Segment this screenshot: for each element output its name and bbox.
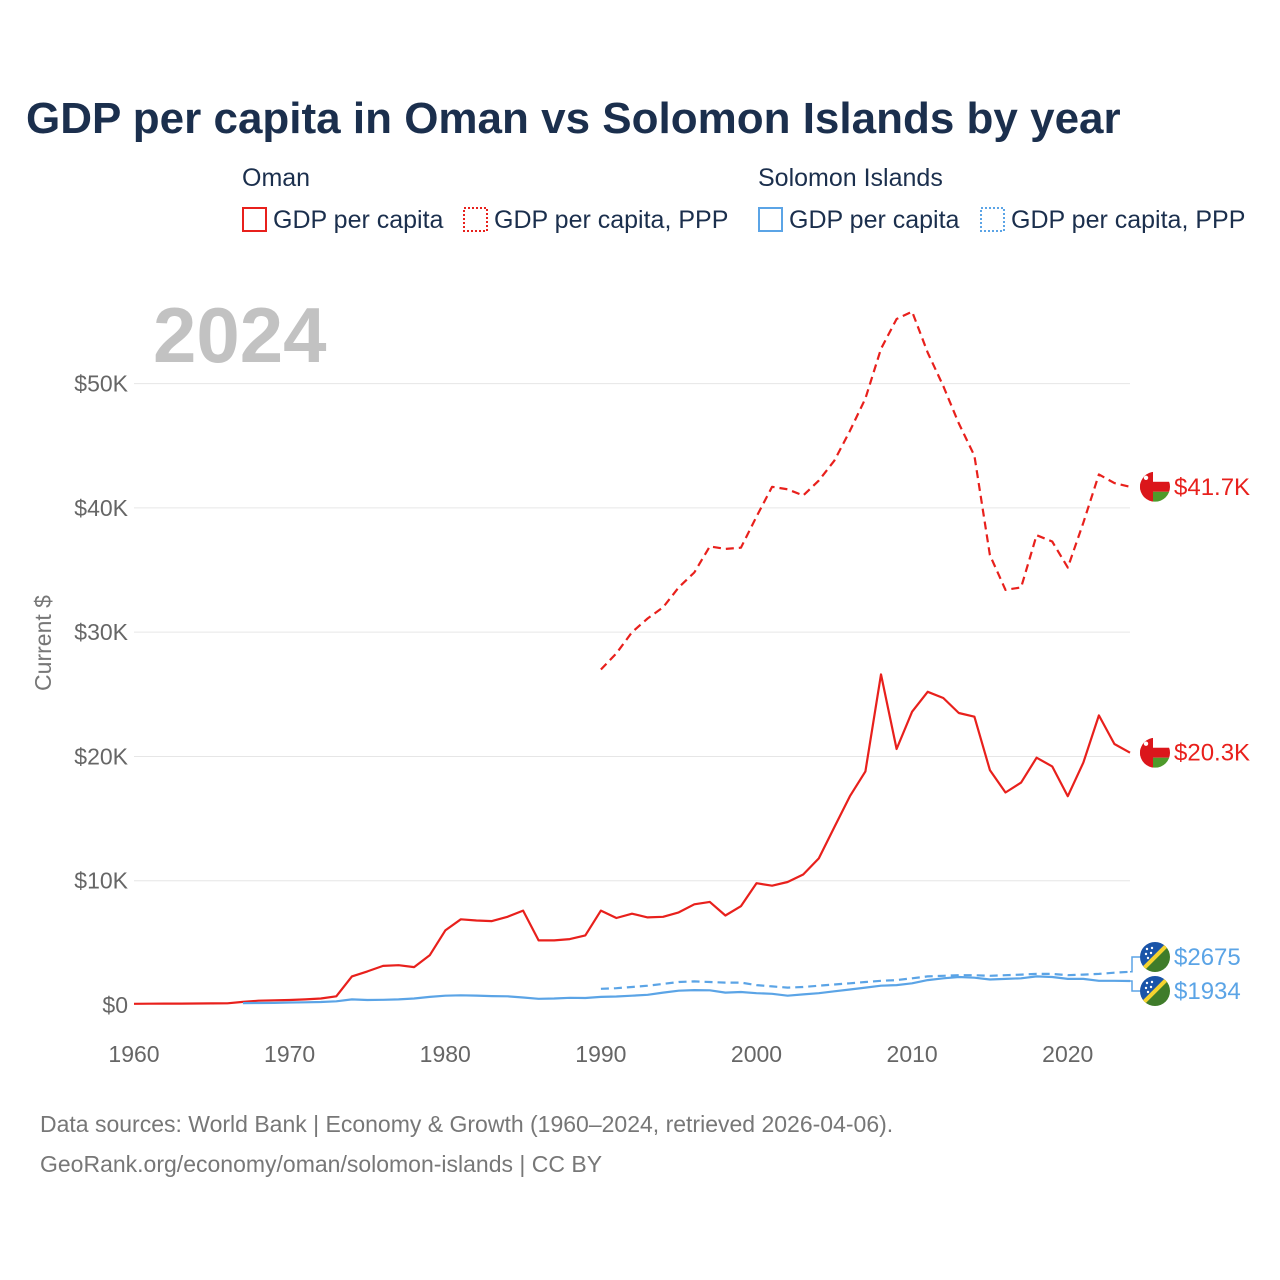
oman-flag-icon-0 (1140, 737, 1170, 768)
y-axis-label: Current $ (30, 595, 56, 691)
end-value-label: $2675 (1174, 944, 1241, 971)
legend-group-solomon: Solomon Islands (758, 164, 943, 192)
x-tick-label: 1970 (264, 1041, 315, 1067)
legend-swatch-oman-ppp (463, 207, 488, 232)
x-tick-label: 1960 (108, 1041, 159, 1067)
series-line-2 (242, 975, 1131, 1005)
oman-flag-icon-1 (1140, 471, 1170, 502)
legend-label-solomon-ppp: GDP per capita, PPP (1011, 206, 1245, 234)
legend-label-solomon-gdp: GDP per capita (789, 206, 960, 234)
legend-label-oman-gdp: GDP per capita (273, 206, 444, 234)
series-line-1 (600, 310, 1131, 671)
chart-title: GDP per capita in Oman vs Solomon Island… (26, 94, 1121, 143)
legend-label-oman-ppp: GDP per capita, PPP (494, 206, 728, 234)
solomon-islands-flag-icon-3 (1140, 942, 1170, 972)
y-tick-label: $10K (74, 868, 128, 894)
x-tick-label: 1990 (575, 1041, 626, 1067)
gridlines (134, 383, 1130, 882)
y-tick-label: $40K (74, 495, 128, 521)
end-value-label: $1934 (1174, 978, 1241, 1005)
legend-swatch-oman-gdp (242, 207, 267, 232)
end-value-label: $20.3K (1174, 740, 1250, 767)
solomon-islands-flag-icon-2 (1140, 976, 1170, 1006)
footer-source: Data sources: World Bank | Economy & Gro… (40, 1111, 893, 1137)
y-ticks: $0 $10K $20K $30K $40K $50K (74, 371, 128, 1018)
series-line-3 (600, 970, 1131, 990)
series-line-0 (133, 673, 1131, 1005)
legend-swatch-solomon-ppp (980, 207, 1005, 232)
label-connector (1130, 956, 1140, 973)
y-tick-label: $20K (74, 743, 128, 769)
footer-credit: GeoRank.org/economy/oman/solomon-islands… (40, 1151, 602, 1177)
y-tick-label: $30K (74, 619, 128, 645)
y-tick-label: $0 (102, 992, 128, 1018)
x-tick-label: 2000 (731, 1041, 782, 1067)
legend: Oman GDP per capita GDP per capita, PPP … (242, 164, 1245, 234)
label-connector (1130, 980, 1140, 992)
legend-group-oman: Oman (242, 164, 310, 192)
end-value-label: $41.7K (1174, 474, 1250, 501)
x-ticks: 1960 1970 1980 1990 2000 2010 2020 (108, 1041, 1093, 1067)
x-tick-label: 2010 (887, 1041, 938, 1067)
y-tick-label: $50K (74, 371, 128, 397)
year-watermark: 2024 (153, 291, 327, 379)
x-tick-label: 2020 (1042, 1041, 1093, 1067)
end-labels: $20.3K $41.7K $1934 $2675 (1130, 471, 1250, 1006)
series-lines (133, 310, 1131, 1005)
x-tick-label: 1980 (420, 1041, 471, 1067)
legend-swatch-solomon-gdp (758, 207, 783, 232)
